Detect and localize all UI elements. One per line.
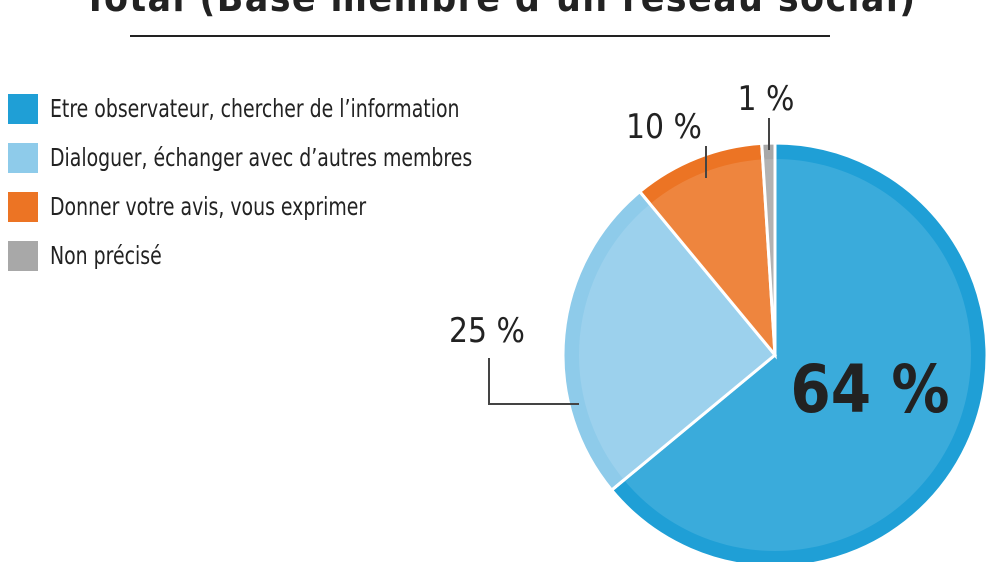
title-underline: [130, 35, 830, 37]
leader-line-dialogue: [488, 358, 579, 405]
chart-title: Total (Base membre d’un réseau social): [40, 0, 960, 20]
legend-label-unspecified: Non précisé: [50, 241, 162, 270]
legend-item-dialogue: Dialoguer, échanger avec d’autres membre…: [8, 133, 553, 182]
legend-swatch-observer: [8, 93, 38, 124]
data-label-opinion: 10 %: [626, 106, 702, 146]
pie-slice-observer-inner: [623, 159, 971, 551]
pie-slice-dialogue-inner: [578, 203, 775, 480]
slice-separator: [760, 143, 777, 356]
legend-label-observer: Etre observateur, chercher de l’informat…: [50, 94, 460, 123]
legend-label-dialogue: Dialoguer, échanger avec d’autres membre…: [50, 143, 473, 172]
slice-separator: [638, 190, 777, 356]
legend-label-opinion: Donner votre avis, vous exprimer: [50, 192, 367, 221]
pie-slice-opinion: [637, 141, 777, 360]
pie-slice-observer: [609, 141, 989, 562]
legend-item-opinion: Donner votre avis, vous exprimer: [8, 182, 553, 231]
pie-slice-dialogue: [561, 189, 778, 493]
legend-item-unspecified: Non précisé: [8, 231, 553, 280]
data-label-unspecified: 1 %: [738, 78, 795, 118]
data-label-observer: 64 %: [790, 350, 949, 428]
legend-swatch-dialogue: [8, 142, 38, 173]
slice-separator: [610, 353, 776, 492]
pie-slice-opinion-inner: [650, 159, 775, 355]
legend-item-observer: Etre observateur, chercher de l’informat…: [8, 84, 553, 133]
data-label-dialogue: 25 %: [449, 310, 525, 350]
legend: Etre observateur, chercher de l’informat…: [8, 84, 553, 280]
legend-swatch-unspecified: [8, 240, 38, 271]
legend-swatch-opinion: [8, 191, 38, 222]
